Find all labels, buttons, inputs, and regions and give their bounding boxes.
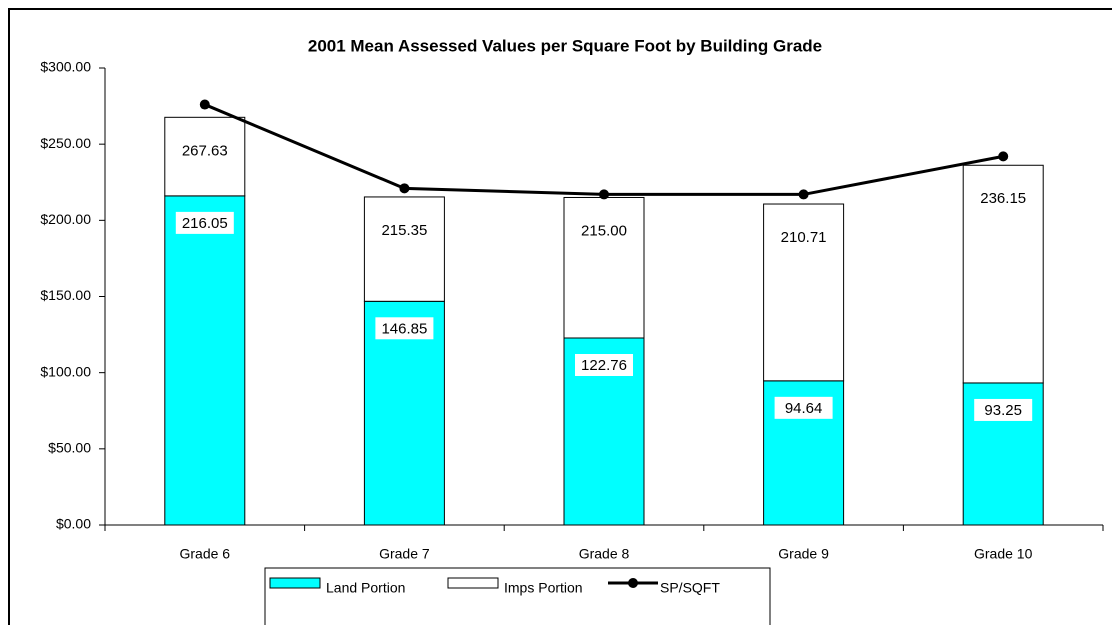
bar-segment [563, 196, 645, 339]
line-point [599, 189, 609, 200]
total-label: 267.63 [182, 142, 228, 159]
x-tick-label: Grade 8 [579, 546, 630, 562]
line-point [199, 99, 210, 110]
line-point [399, 183, 410, 194]
bar-segment [962, 164, 1044, 384]
legend-label: Imps Portion [504, 580, 583, 596]
data-label: 94.64 [785, 400, 823, 417]
legend-label: Land Portion [326, 580, 405, 596]
data-label: 93.25 [984, 402, 1022, 419]
x-tick-label: Grade 7 [379, 546, 430, 562]
y-tick-label: $50.00 [48, 440, 91, 456]
bar-segment [164, 116, 246, 197]
bar-segment [763, 203, 845, 382]
label-box [774, 396, 833, 419]
line-point [998, 151, 1009, 162]
label-box [375, 317, 434, 340]
y-tick-label: $100.00 [40, 363, 91, 379]
label-box [974, 398, 1033, 421]
data-label: 122.76 [581, 357, 627, 374]
legend-swatch [269, 577, 321, 589]
total-label: 215.00 [581, 222, 627, 239]
y-tick-label: $150.00 [40, 287, 91, 303]
x-tick-label: Grade 6 [180, 546, 231, 562]
label-box [175, 211, 234, 234]
x-tick-label: Grade 9 [778, 546, 829, 562]
x-tick-label: Grade 10 [974, 546, 1033, 562]
line-point [798, 189, 809, 200]
chart-title: 2001 Mean Assessed Values per Square Foo… [308, 36, 822, 55]
y-tick-label: $300.00 [40, 59, 91, 75]
y-tick-label: $0.00 [56, 516, 91, 532]
y-tick-label: $250.00 [40, 135, 91, 151]
data-label: 146.85 [381, 320, 427, 337]
data-label: 216.05 [182, 215, 228, 232]
bar-segment [164, 195, 246, 526]
y-tick-label: $200.00 [40, 211, 91, 227]
total-label: 210.71 [781, 229, 827, 246]
legend-swatch [447, 577, 499, 589]
total-label: 236.15 [980, 190, 1026, 207]
total-label: 215.35 [381, 222, 427, 239]
legend-label: SP/SQFT [660, 580, 720, 596]
legend-swatch [628, 578, 638, 588]
legend-box [264, 567, 771, 625]
label-box [575, 353, 633, 376]
bar-segment [363, 196, 445, 302]
